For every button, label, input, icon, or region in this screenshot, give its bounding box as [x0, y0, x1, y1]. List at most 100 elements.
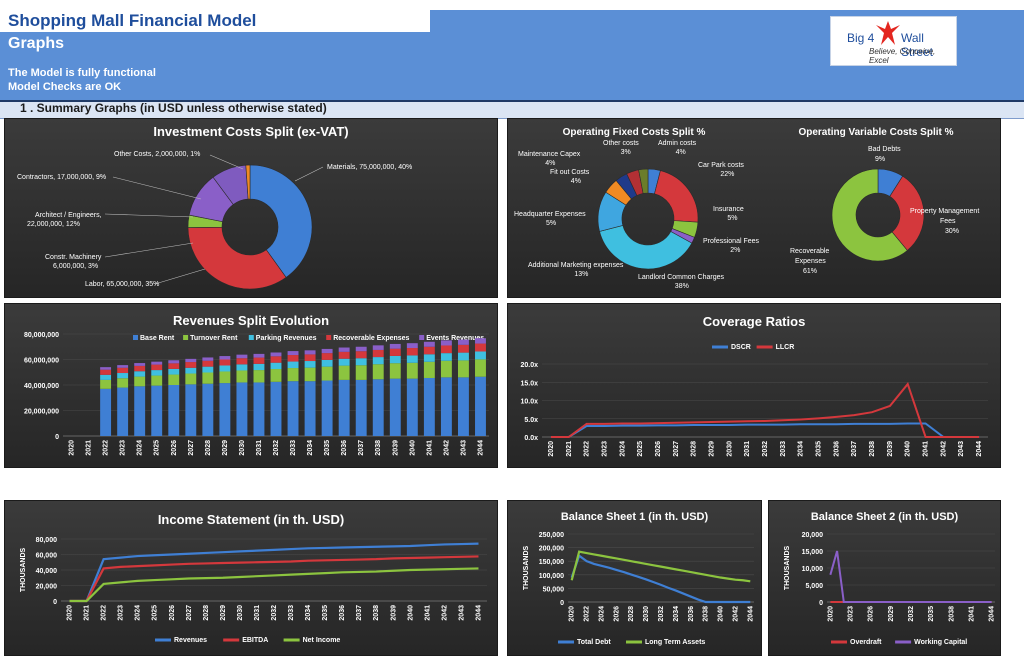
variable-costs-label-name: Fees [940, 218, 956, 225]
logo-tagline: Believe, Conceive, Excel [869, 47, 936, 65]
income-ytick-label: 40,000 [36, 568, 58, 575]
coverage-xtick-label: 2023 [601, 441, 608, 457]
income-xtick-label: 2041 [424, 605, 431, 621]
revenues-xtick-label: 2038 [375, 440, 382, 456]
revenues-bar [100, 374, 112, 380]
revenues-bar [321, 359, 333, 367]
header-title-area [0, 0, 430, 32]
bs1-ytick-label: 100,000 [539, 573, 564, 580]
investment-leader-line [104, 242, 194, 258]
income-xtick-label: 2032 [271, 605, 278, 621]
bs2-xtick-label: 2020 [827, 606, 834, 622]
revenues-bar [236, 370, 248, 383]
coverage-xtick-label: 2042 [940, 441, 947, 457]
income-xtick-label: 2035 [322, 605, 329, 621]
income-xtick-label: 2022 [101, 605, 108, 621]
revenues-bar [423, 377, 435, 436]
revenues-bar [389, 348, 401, 356]
revenues-bar [389, 343, 401, 349]
variable-costs-label-name: Property Management [910, 208, 979, 215]
bs2-xtick-label: 2026 [868, 606, 875, 622]
revenues-bar [151, 361, 163, 365]
income-ytick-label: 60,000 [36, 553, 58, 560]
variable-costs-label-pct: 9% [875, 156, 885, 163]
balance-sheet-2-panel: Balance Sheet 2 (in th. USD) 0 5,000 10,00… [768, 500, 1001, 656]
coverage-chart-title: Coverage Ratios [702, 314, 806, 329]
coverage-xtick-label: 2034 [798, 441, 805, 457]
revenues-xtick-label: 2042 [443, 440, 450, 456]
bs1-series-line [570, 553, 751, 604]
bs1-ytick-label: 250,000 [539, 532, 564, 539]
revenues-xtick-label: 2021 [86, 440, 93, 456]
revenues-bar [185, 373, 197, 385]
revenues-bar [406, 355, 418, 363]
revenues-xtick-label: 2040 [409, 440, 416, 456]
revenues-bar [168, 385, 180, 436]
coverage-panel: Coverage Ratios 0.0x 5.0x 10.0x 15.0x 20.0x 2… [507, 303, 1001, 468]
income-xtick-label: 2037 [356, 605, 363, 621]
revenues-bar [321, 366, 333, 381]
revenues-bar [117, 378, 129, 388]
revenues-bar [457, 377, 469, 436]
coverage-series-line [550, 422, 980, 438]
revenues-bar [423, 361, 435, 378]
income-xtick-label: 2024 [135, 605, 142, 621]
revenues-bar [151, 364, 163, 371]
revenues-bar [134, 376, 146, 387]
revenues-xtick-label: 2041 [426, 440, 433, 456]
logo-text-wallstreet: Wall Street [901, 31, 934, 59]
coverage-xtick-label: 2038 [869, 441, 876, 457]
fixed-costs-label-name: Other costs [603, 140, 639, 147]
revenues-bar [475, 376, 486, 436]
income-xtick-label: 2026 [169, 605, 176, 621]
revenues-bar [304, 350, 316, 355]
revenues-bar [406, 378, 418, 436]
revenues-bar [253, 353, 265, 358]
income-xtick-label: 2038 [373, 605, 380, 621]
operating-costs-panel: Operating Fixed Costs Split % Operating … [507, 118, 1001, 298]
revenues-bar [338, 358, 350, 366]
variable-costs-chart-title: Operating Variable Costs Split % [798, 127, 954, 138]
fixed-costs-label-name: Headquarter Expenses [514, 211, 586, 218]
bs1-ytick-label: 200,000 [539, 546, 564, 553]
bs1-ylabel: THOUSANDS [523, 546, 530, 591]
revenues-bar [304, 354, 316, 362]
income-xtick-label: 2043 [458, 605, 465, 621]
income-legend-label: EBITDA [242, 637, 268, 644]
fixed-costs-label-pct: 4% [545, 160, 555, 167]
revenues-bar [355, 379, 367, 436]
eagle-icon [876, 21, 900, 45]
variable-costs-label-name: Expenses [795, 258, 826, 265]
bs1-xtick-label: 2040 [718, 606, 725, 622]
income-panel: Income Statement (in th. USD) 0 20,000 40,… [4, 500, 498, 656]
revenues-bar [236, 382, 248, 436]
revenues-xtick-label: 2032 [273, 440, 280, 456]
revenues-bar [372, 345, 384, 350]
coverage-xtick-label: 2036 [833, 441, 840, 457]
revenues-bar [117, 367, 129, 374]
income-ytick-label: 0 [53, 599, 57, 606]
revenues-bar [151, 385, 163, 436]
income-xtick-label: 2023 [118, 605, 125, 621]
revenues-xtick-label: 2037 [358, 440, 365, 456]
investment-leader-line [104, 213, 194, 218]
revenues-bar [423, 341, 435, 347]
bs1-xtick-label: 2028 [628, 606, 635, 622]
fixed-costs-label-name: Fit out Costs [550, 169, 590, 176]
revenues-bar [168, 368, 180, 375]
investment-label: 22,000,000, 12% [27, 221, 80, 228]
bs1-legend-label: Total Debt [577, 639, 611, 646]
investment-leader-line [209, 154, 244, 170]
investment-chart-title: Investment Costs Split (ex-VAT) [153, 124, 349, 139]
logo-text-big4: Big 4 [847, 31, 875, 45]
revenues-bar [475, 359, 486, 377]
fixed-costs-label-pct: 2% [730, 247, 740, 254]
revenues-bar [219, 359, 231, 366]
revenues-bar [372, 379, 384, 436]
revenues-legend-swatch [419, 335, 425, 340]
revenues-xtick-label: 2026 [171, 440, 178, 456]
coverage-legend-label: LLCR [776, 344, 795, 351]
fixed-costs-label-pct: 38% [675, 283, 689, 290]
revenues-bar [475, 351, 486, 360]
income-xtick-label: 2042 [441, 605, 448, 621]
